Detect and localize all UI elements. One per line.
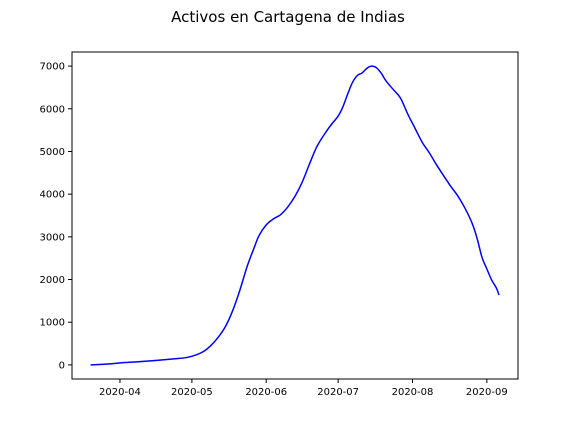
y-tick-label: 7000 bbox=[40, 62, 65, 73]
chart-title: Activos en Cartagena de Indias bbox=[171, 8, 405, 26]
y-tick-label: 0 bbox=[59, 360, 65, 371]
y-tick-label: 2000 bbox=[40, 275, 65, 286]
y-tick-label: 3000 bbox=[40, 232, 65, 243]
x-tick-label: 2020-07 bbox=[317, 387, 359, 398]
y-tick-label: 5000 bbox=[40, 147, 65, 158]
x-tick-label: 2020-09 bbox=[466, 387, 508, 398]
y-tick-label: 6000 bbox=[40, 104, 65, 115]
y-tick-label: 4000 bbox=[40, 190, 65, 201]
x-tick-label: 2020-05 bbox=[171, 387, 213, 398]
y-tick-label: 1000 bbox=[40, 318, 65, 329]
x-tick-label: 2020-08 bbox=[392, 387, 434, 398]
x-tick-label: 2020-04 bbox=[99, 387, 141, 398]
x-tick-label: 2020-06 bbox=[245, 387, 287, 398]
